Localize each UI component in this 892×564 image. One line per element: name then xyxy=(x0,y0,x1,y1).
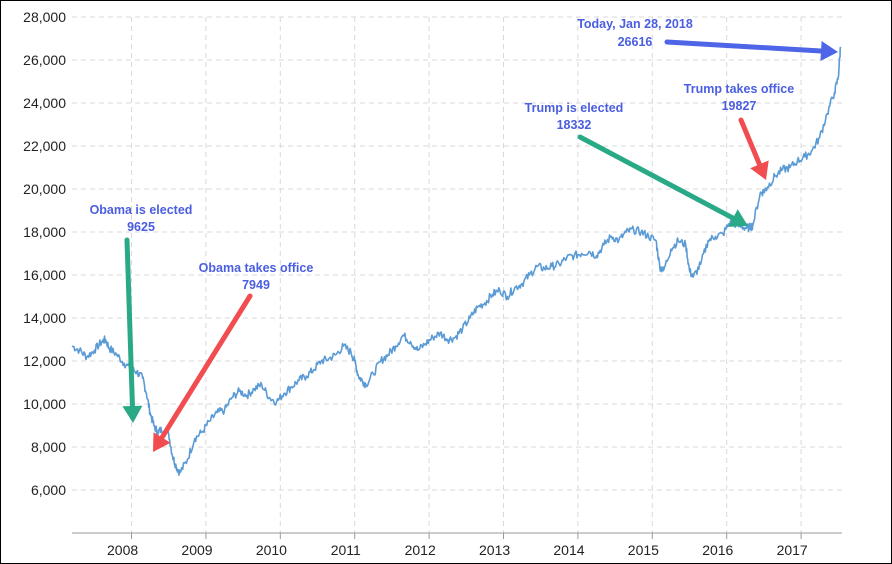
annotation-arrow-head xyxy=(820,41,838,61)
x-tick-label: 2017 xyxy=(777,542,808,558)
y-tick-label: 16,000 xyxy=(23,267,66,283)
annotation-arrow-shaft xyxy=(159,293,253,441)
annotation-value: 18332 xyxy=(557,118,592,132)
x-tick-label: 2014 xyxy=(553,542,584,558)
y-tick-label: 10,000 xyxy=(23,396,66,412)
annotation-arrow-head xyxy=(728,209,748,227)
annotation-obama-elected: Obama is elected 9625 xyxy=(90,203,193,234)
index-price-line xyxy=(71,46,842,476)
y-tick-label: 28,000 xyxy=(23,9,66,25)
annotation-trump-office: Trump takes office 19827 xyxy=(684,82,794,113)
x-tick-label: 2008 xyxy=(107,542,138,558)
annotation-arrows xyxy=(122,39,838,452)
annotation-value: 19827 xyxy=(722,99,757,113)
annotation-arrow-shaft xyxy=(577,134,736,221)
annotation-label: Trump is elected xyxy=(525,101,624,115)
y-tick-label: 14,000 xyxy=(23,310,66,326)
annotation-arrow-shaft xyxy=(124,237,135,409)
annotation-trump-elected: Trump is elected 18332 xyxy=(525,101,624,132)
x-tick-label: 2012 xyxy=(405,542,436,558)
y-tick-label: 18,000 xyxy=(23,224,66,240)
annotation-arrow-head xyxy=(122,405,143,423)
annotation-value: 26616 xyxy=(618,35,653,49)
x-tick-label: 2016 xyxy=(702,542,733,558)
annotation-label: Today, Jan 28, 2018 xyxy=(577,17,693,31)
y-tick-label: 26,000 xyxy=(23,52,66,68)
y-tick-label: 6,000 xyxy=(31,482,66,498)
x-tick-label: 2010 xyxy=(256,542,287,558)
y-tick-label: 20,000 xyxy=(23,181,66,197)
x-tick-label: 2015 xyxy=(628,542,659,558)
x-tick-label: 2013 xyxy=(479,542,510,558)
annotation-arrow-head xyxy=(750,160,769,180)
x-axis: 2008 2009 2010 2011 2012 2013 2014 2015 2016 2017 xyxy=(72,532,842,558)
annotation-value: 7949 xyxy=(242,278,270,292)
annotation-arrow-shaft xyxy=(738,117,762,167)
annotation-arrow-shaft xyxy=(664,39,824,54)
annotation-today: Today, Jan 28, 2018 26616 xyxy=(577,17,693,49)
annotation-obama-office: Obama takes office 7949 xyxy=(199,261,314,292)
y-tick-label: 12,000 xyxy=(23,353,66,369)
annotation-label: Trump takes office xyxy=(684,82,794,96)
annotation-label: Obama is elected xyxy=(90,203,193,217)
y-tick-label: 8,000 xyxy=(31,439,66,455)
y-axis: 6,000 8,000 10,000 12,000 14,000 16,000 18,000… xyxy=(23,9,66,498)
grid-lines xyxy=(72,16,842,533)
y-tick-label: 22,000 xyxy=(23,138,66,154)
annotation-label: Obama takes office xyxy=(199,261,314,275)
annotation-value: 9625 xyxy=(127,220,155,234)
x-tick-label: 2009 xyxy=(181,542,212,558)
x-tick-label: 2011 xyxy=(331,542,361,558)
annotation-arrow-head xyxy=(153,432,171,452)
y-tick-label: 24,000 xyxy=(23,95,66,111)
